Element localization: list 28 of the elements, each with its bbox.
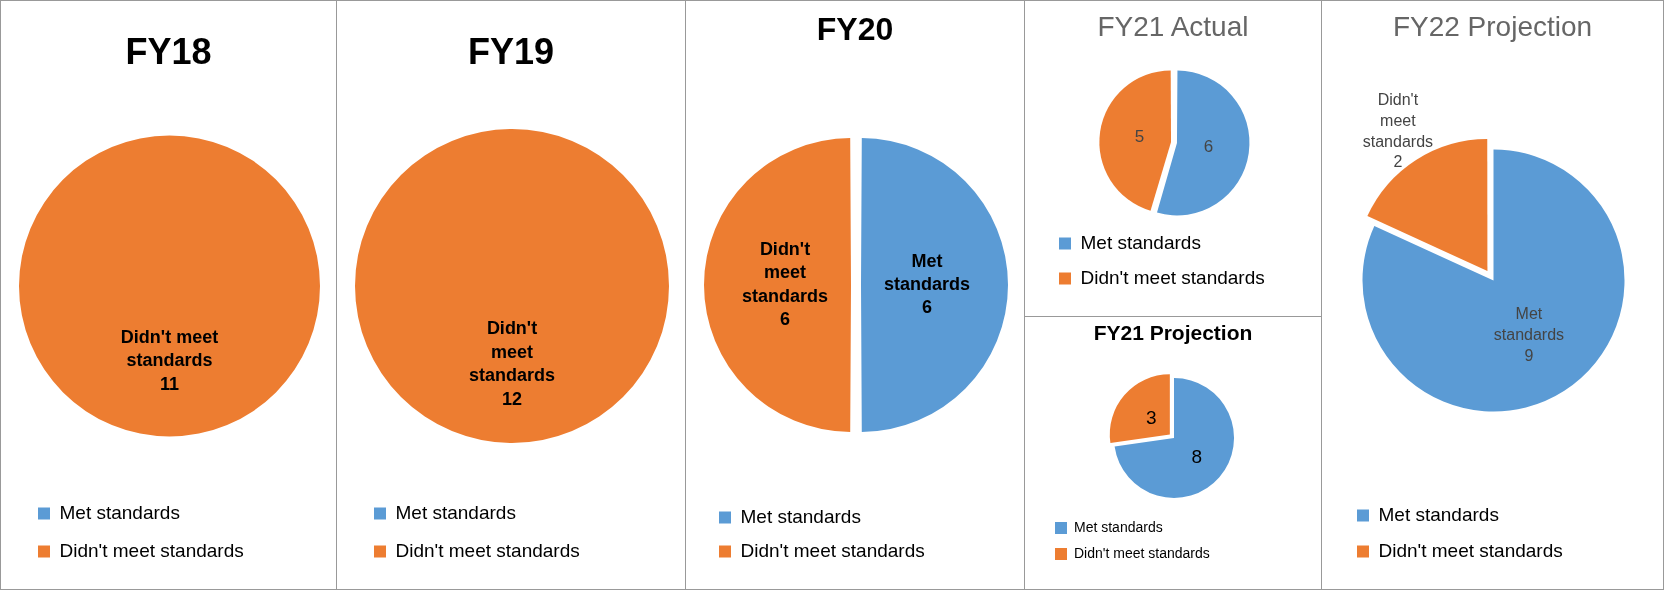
legend-label: Met standards [1074, 518, 1163, 535]
legend-label: Met standards [59, 501, 180, 523]
data-label: Didn't meet standards 12 [468, 318, 556, 409]
legend-label: Didn't meet standards [1378, 539, 1563, 561]
legend-label: Didn't meet standards [1080, 266, 1265, 288]
chart-title: FY22 Projection [1391, 11, 1594, 43]
chart-title: FY21 Actual [1096, 11, 1250, 43]
legend-label: Didn't meet standards [59, 539, 244, 561]
data-label: Met standards 6 [883, 250, 971, 318]
data-label: 6 [1203, 137, 1214, 157]
data-label: 3 [1146, 406, 1157, 428]
chart-title: FY21 Projection [1092, 321, 1254, 345]
legend-label: Didn't meet standards [740, 539, 925, 561]
legend-label: Met standards [1378, 503, 1499, 525]
legend-label: Didn't meet standards [1074, 544, 1210, 561]
data-label: 5 [1134, 127, 1145, 147]
chart-title: FY18 [124, 31, 213, 73]
data-label: Met standards 9 [1493, 305, 1565, 364]
data-label: Didn't meet standards 2 [1362, 90, 1434, 171]
data-label: Didn't meet standards 11 [120, 326, 219, 394]
legend-label: Met standards [395, 501, 516, 523]
legend-label: Didn't meet standards [395, 539, 580, 561]
chart-title: FY20 [815, 11, 895, 48]
chart-title: FY19 [466, 31, 555, 73]
legend-label: Met standards [1080, 231, 1201, 253]
legend-label: Met standards [740, 505, 861, 527]
data-label: 8 [1191, 445, 1202, 467]
data-label: Didn't meet standards 6 [741, 238, 829, 330]
